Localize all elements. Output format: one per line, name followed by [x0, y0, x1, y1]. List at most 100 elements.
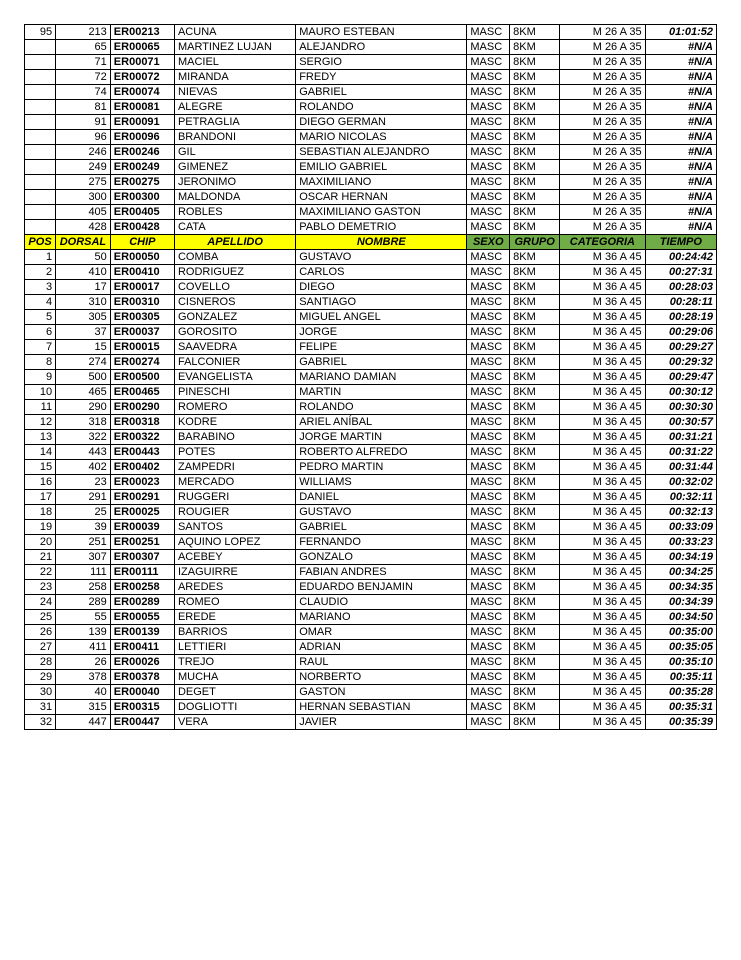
cell-cat: M 26 A 35	[560, 55, 646, 70]
cell-apellido: MARTINEZ LUJAN	[174, 40, 295, 55]
table-row: 24289ER00289ROMEOCLAUDIOMASC8KMM 36 A 45…	[25, 595, 717, 610]
cell-pos: 27	[25, 640, 56, 655]
cell-sexo: MASC	[467, 565, 510, 580]
cell-pos: 16	[25, 475, 56, 490]
cell-pos: 20	[25, 535, 56, 550]
cell-nombre: GABRIEL	[296, 520, 467, 535]
cell-tiempo: 00:34:25	[645, 565, 716, 580]
header-tiempo: TIEMPO	[645, 235, 716, 250]
cell-chip: ER00017	[110, 280, 174, 295]
cell-sexo: MASC	[467, 580, 510, 595]
cell-pos	[25, 40, 56, 55]
cell-tiempo: #N/A	[645, 145, 716, 160]
cell-nombre: ROBERTO ALFREDO	[296, 445, 467, 460]
cell-chip: ER00072	[110, 70, 174, 85]
cell-grupo: 8KM	[510, 430, 560, 445]
cell-pos: 24	[25, 595, 56, 610]
header-grupo: GRUPO	[510, 235, 560, 250]
cell-pos: 11	[25, 400, 56, 415]
cell-sexo: MASC	[467, 325, 510, 340]
cell-sexo: MASC	[467, 520, 510, 535]
cell-grupo: 8KM	[510, 85, 560, 100]
cell-pos	[25, 100, 56, 115]
table-row: 11290ER00290ROMEROROLANDOMASC8KMM 36 A 4…	[25, 400, 717, 415]
table-row: 17291ER00291RUGGERIDANIELMASC8KMM 36 A 4…	[25, 490, 717, 505]
cell-grupo: 8KM	[510, 385, 560, 400]
cell-pos	[25, 190, 56, 205]
cell-pos	[25, 130, 56, 145]
header-pos: POS	[25, 235, 56, 250]
header-row: POSDORSALCHIPAPELLIDONOMBRESEXOGRUPOCATE…	[25, 235, 717, 250]
cell-grupo: 8KM	[510, 340, 560, 355]
cell-nombre: ROLANDO	[296, 100, 467, 115]
cell-nombre: JORGE MARTIN	[296, 430, 467, 445]
cell-chip: ER00307	[110, 550, 174, 565]
cell-dorsal: 411	[56, 640, 111, 655]
header-sexo: SEXO	[467, 235, 510, 250]
table-row: 26139ER00139BARRIOSOMARMASC8KMM 36 A 450…	[25, 625, 717, 640]
cell-grupo: 8KM	[510, 25, 560, 40]
cell-cat: M 36 A 45	[560, 580, 646, 595]
cell-nombre: EDUARDO BENJAMIN	[296, 580, 467, 595]
cell-dorsal: 310	[56, 295, 111, 310]
cell-nombre: CARLOS	[296, 265, 467, 280]
cell-chip: ER00071	[110, 55, 174, 70]
cell-apellido: FALCONIER	[174, 355, 295, 370]
cell-apellido: SAAVEDRA	[174, 340, 295, 355]
cell-chip: ER00447	[110, 715, 174, 730]
cell-grupo: 8KM	[510, 460, 560, 475]
cell-chip: ER00322	[110, 430, 174, 445]
cell-dorsal: 91	[56, 115, 111, 130]
cell-dorsal: 251	[56, 535, 111, 550]
cell-sexo: MASC	[467, 505, 510, 520]
cell-apellido: TREJO	[174, 655, 295, 670]
table-row: 4310ER00310CISNEROSSANTIAGOMASC8KMM 36 A…	[25, 295, 717, 310]
cell-grupo: 8KM	[510, 220, 560, 235]
cell-pos: 13	[25, 430, 56, 445]
cell-chip: ER00039	[110, 520, 174, 535]
cell-chip: ER00443	[110, 445, 174, 460]
cell-nombre: GABRIEL	[296, 355, 467, 370]
cell-tiempo: #N/A	[645, 115, 716, 130]
cell-apellido: MUCHA	[174, 670, 295, 685]
cell-dorsal: 25	[56, 505, 111, 520]
cell-tiempo: 00:29:27	[645, 340, 716, 355]
cell-sexo: MASC	[467, 535, 510, 550]
cell-grupo: 8KM	[510, 610, 560, 625]
table-row: 32447ER00447VERAJAVIERMASC8KMM 36 A 4500…	[25, 715, 717, 730]
table-row: 72ER00072MIRANDAFREDYMASC8KMM 26 A 35#N/…	[25, 70, 717, 85]
cell-dorsal: 289	[56, 595, 111, 610]
cell-sexo: MASC	[467, 40, 510, 55]
cell-nombre: DIEGO GERMAN	[296, 115, 467, 130]
cell-sexo: MASC	[467, 85, 510, 100]
cell-nombre: SERGIO	[296, 55, 467, 70]
cell-cat: M 36 A 45	[560, 625, 646, 640]
cell-nombre: CLAUDIO	[296, 595, 467, 610]
cell-nombre: SEBASTIAN ALEJANDRO	[296, 145, 467, 160]
cell-grupo: 8KM	[510, 295, 560, 310]
table-row: 12318ER00318KODREARIEL ANÍBALMASC8KMM 36…	[25, 415, 717, 430]
cell-cat: M 36 A 45	[560, 265, 646, 280]
cell-dorsal: 39	[56, 520, 111, 535]
cell-dorsal: 139	[56, 625, 111, 640]
table-row: 275ER00275JERONIMOMAXIMILIANOMASC8KMM 26…	[25, 175, 717, 190]
cell-dorsal: 55	[56, 610, 111, 625]
cell-tiempo: 00:33:09	[645, 520, 716, 535]
cell-cat: M 36 A 45	[560, 460, 646, 475]
cell-sexo: MASC	[467, 460, 510, 475]
cell-grupo: 8KM	[510, 415, 560, 430]
cell-apellido: GONZALEZ	[174, 310, 295, 325]
cell-grupo: 8KM	[510, 100, 560, 115]
cell-sexo: MASC	[467, 595, 510, 610]
header-categoria: CATEGORIA	[560, 235, 646, 250]
cell-nombre: FELIPE	[296, 340, 467, 355]
cell-sexo: MASC	[467, 55, 510, 70]
cell-cat: M 26 A 35	[560, 205, 646, 220]
cell-tiempo: 00:24:42	[645, 250, 716, 265]
cell-chip: ER00246	[110, 145, 174, 160]
cell-tiempo: #N/A	[645, 100, 716, 115]
cell-apellido: BRANDONI	[174, 130, 295, 145]
cell-tiempo: 00:31:22	[645, 445, 716, 460]
cell-chip: ER00402	[110, 460, 174, 475]
cell-chip: ER00015	[110, 340, 174, 355]
